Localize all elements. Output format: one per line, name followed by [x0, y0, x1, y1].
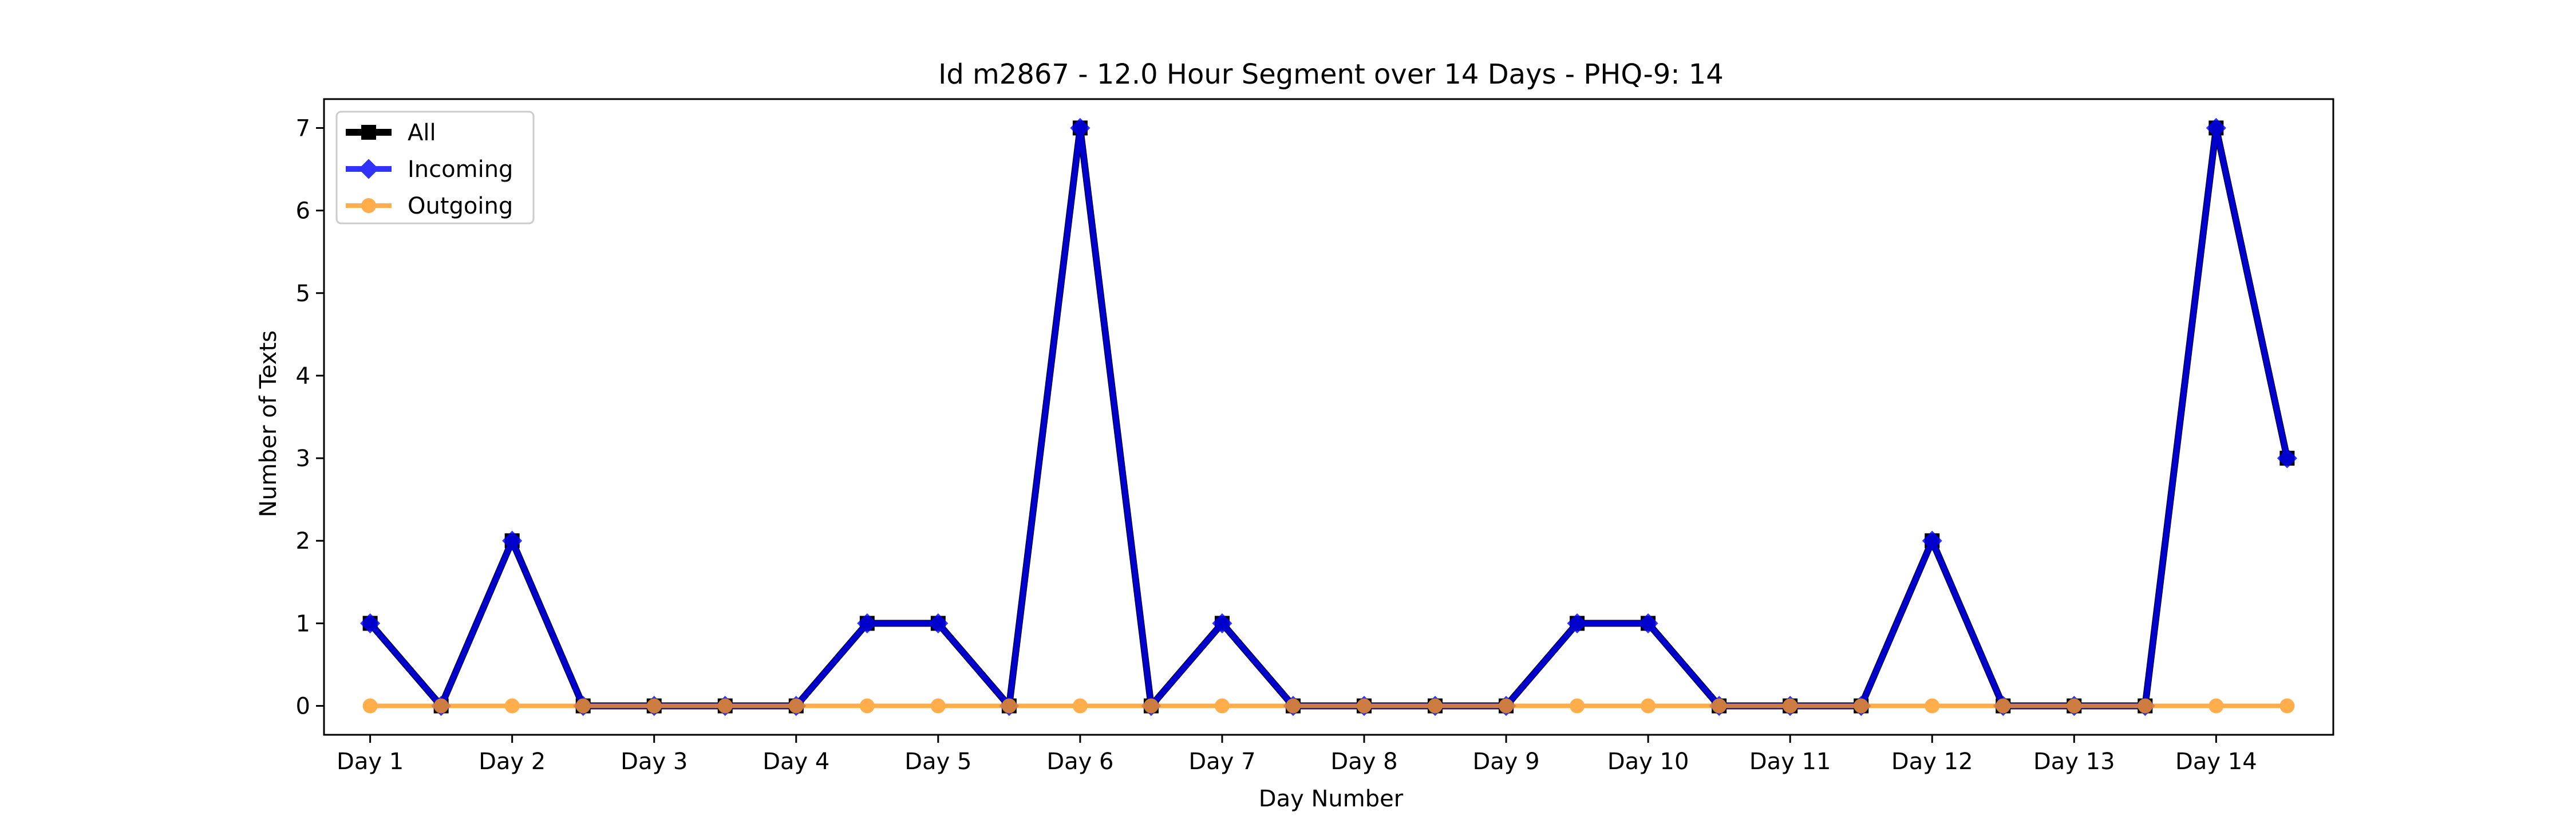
series-0	[362, 120, 2295, 714]
x-tick-label: Day 7	[1188, 749, 1255, 775]
data-point	[857, 613, 878, 633]
data-point	[1001, 698, 1017, 714]
data-point	[1922, 530, 1942, 551]
data-point	[788, 698, 804, 714]
data-point	[502, 530, 523, 551]
data-point	[1285, 698, 1301, 714]
data-point	[360, 613, 381, 633]
x-tick-label: Day 3	[621, 749, 688, 775]
data-point	[1854, 698, 1869, 714]
data-point	[1428, 698, 1443, 714]
data-point	[1925, 698, 1940, 714]
x-tick-label: Day 12	[1891, 749, 1973, 775]
data-point	[1570, 698, 1585, 714]
data-point	[859, 698, 875, 714]
data-point	[1143, 698, 1159, 714]
data-point	[1499, 698, 1514, 714]
legend-swatch	[346, 159, 392, 179]
data-point	[2279, 698, 2295, 714]
series-1	[360, 117, 2297, 716]
data-point	[1567, 613, 1587, 633]
x-tick-label: Day 11	[1749, 749, 1831, 775]
y-tick-label: 7	[296, 115, 310, 141]
chart-title: Id m2867 - 12.0 Hour Segment over 14 Day…	[938, 58, 1724, 90]
series-line	[367, 125, 2290, 709]
data-point	[717, 698, 733, 714]
y-tick-label: 4	[296, 363, 310, 389]
data-point	[2067, 698, 2082, 714]
x-tick-label: Day 6	[1046, 749, 1113, 775]
data-point	[1712, 698, 1727, 714]
data-point	[1641, 698, 1656, 714]
data-point	[575, 698, 591, 714]
x-tick-label: Day 1	[337, 749, 404, 775]
x-tick-label: Day 5	[904, 749, 971, 775]
y-axis-label: Number of Texts	[255, 330, 282, 517]
x-axis-label: Day Number	[1259, 786, 1404, 812]
data-point	[1214, 698, 1230, 714]
legend-swatch	[346, 125, 392, 140]
legend-label: Outgoing	[408, 193, 513, 219]
series-2	[362, 698, 2295, 714]
x-tick-label: Day 14	[2175, 749, 2257, 775]
data-point	[1783, 698, 1798, 714]
data-point	[928, 613, 949, 633]
series-line	[366, 124, 2291, 710]
x-tick-label: Day 13	[2033, 749, 2115, 775]
data-point	[2138, 698, 2153, 714]
x-tick-label: Day 4	[762, 749, 829, 775]
data-point	[646, 698, 662, 714]
data-point	[930, 698, 946, 714]
data-point	[1996, 698, 2011, 714]
legend-marker	[361, 198, 376, 213]
x-tick-label: Day 9	[1472, 749, 1539, 775]
legend: All Incoming Outgoing	[335, 111, 535, 225]
data-point	[1212, 613, 1232, 633]
legend-swatch	[346, 198, 392, 213]
y-tick-label: 6	[296, 198, 310, 225]
y-tick-label: 2	[296, 528, 310, 554]
x-tick-label: Day 2	[479, 749, 546, 775]
data-point	[1357, 698, 1372, 714]
legend-marker	[358, 159, 379, 179]
data-point	[1638, 613, 1658, 633]
plot-layer	[360, 117, 2297, 716]
legend-label: All	[408, 120, 436, 146]
y-tick-label: 3	[296, 446, 310, 472]
data-point	[2208, 698, 2224, 714]
x-tick-label: Day 8	[1330, 749, 1397, 775]
y-tick-label: 0	[296, 694, 310, 720]
plot-area-frame	[323, 98, 2334, 736]
data-point	[362, 698, 378, 714]
data-point	[1072, 698, 1088, 714]
data-point	[1070, 117, 1091, 139]
data-point	[2206, 117, 2226, 139]
legend-label: Incoming	[408, 156, 513, 183]
data-point	[2277, 448, 2297, 468]
y-tick-label: 1	[296, 611, 310, 637]
y-tick-label: 5	[296, 281, 310, 307]
data-point	[504, 698, 520, 714]
x-tick-label: Day 10	[1607, 749, 1689, 775]
data-point	[433, 698, 449, 714]
legend-box	[335, 111, 535, 225]
legend-marker	[361, 125, 376, 140]
